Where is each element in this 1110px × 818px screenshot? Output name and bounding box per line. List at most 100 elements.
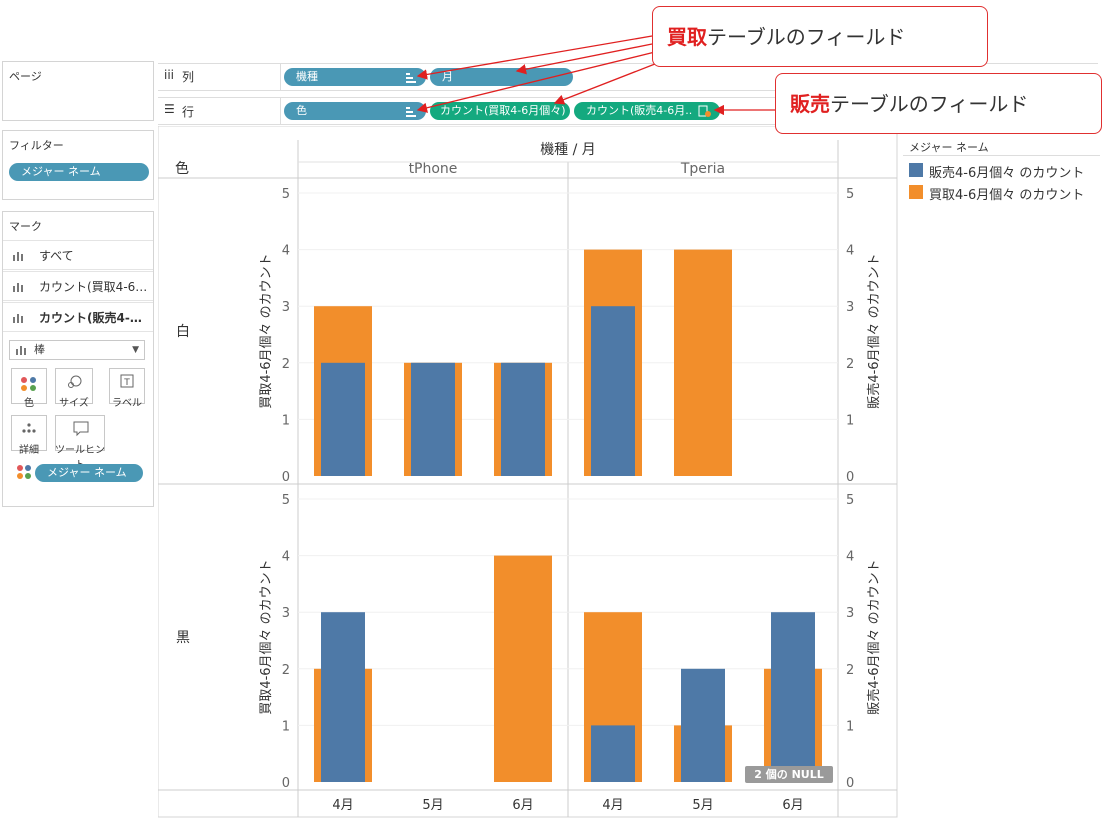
legend-swatch [909, 185, 923, 199]
bar-sell [771, 612, 815, 782]
y-axis-title-left: 買取4-6月個々 のカウント [259, 559, 274, 714]
label-button[interactable]: T [109, 368, 145, 404]
bar-sell [681, 668, 725, 782]
filters-panel[interactable]: フィルター メジャー ネーム [2, 130, 154, 200]
x-tick-label: 6月 [512, 798, 533, 813]
filters-title: フィルター [9, 139, 64, 152]
y-tick-right: 0 [846, 776, 854, 791]
y-tick-right: 2 [846, 357, 854, 372]
sort-icon [406, 107, 416, 117]
row-dimension-title: 色 [175, 160, 189, 177]
marks-card-label: カウント(買取4-6… [39, 280, 148, 294]
y-tick-right: 2 [846, 663, 854, 678]
detail-button-label: 詳細 [19, 445, 39, 456]
tooltip-button[interactable] [55, 415, 105, 451]
y-tick-left: 1 [282, 719, 290, 734]
color-pill-measure-names[interactable]: メジャー ネーム [35, 464, 143, 482]
bar-chart-icon [13, 314, 23, 323]
text-label-icon: T [120, 374, 134, 388]
callout-buy-rest: テーブルのフィールド [707, 25, 906, 49]
columns-shelf-label: 列 [182, 70, 195, 84]
column-group-header: tPhone [409, 161, 458, 177]
filter-pill-measure-names[interactable]: メジャー ネーム [9, 163, 149, 181]
marks-title: マーク [9, 220, 42, 233]
marks-card-0[interactable]: すべて [3, 240, 153, 270]
y-tick-right: 3 [846, 606, 854, 621]
column-group-header: Tperia [680, 161, 725, 177]
row-pill-color[interactable]: 色 [284, 102, 426, 120]
legend-item-label: 買取4-6月個々 のカウント [929, 188, 1085, 203]
bar-chart-icon [13, 252, 23, 261]
callout-sell-rest: テーブルのフィールド [830, 92, 1029, 116]
y-tick-right: 3 [846, 300, 854, 315]
x-tick-label: 5月 [422, 798, 443, 813]
color-dots-icon [17, 465, 31, 479]
legend-item[interactable]: 買取4-6月個々 のカウント [907, 183, 1099, 203]
y-tick-left: 3 [282, 300, 290, 315]
label-button-label: ラベル [112, 398, 142, 409]
legend-item[interactable]: 販売4-6月個々 のカウント [907, 161, 1099, 181]
tooltip-icon [73, 421, 89, 437]
x-tick-label: 5月 [692, 798, 713, 813]
bar-sell [411, 362, 455, 476]
x-tick-label: 6月 [782, 798, 803, 813]
header-title: 機種 / 月 [540, 142, 596, 158]
chart-canvas[interactable]: 機種 / 月色 tPhone Tperia 白 0 0 1 1 2 2 3 3 4 4 5 5 買取4-6月個々… [158, 126, 898, 818]
svg-text:T: T [123, 378, 130, 388]
mark-type-label: 棒 [34, 343, 45, 356]
bar-chart-icon [16, 346, 26, 355]
y-tick-right: 5 [846, 187, 854, 202]
columns-icon: iii [164, 68, 175, 82]
color-button[interactable] [11, 368, 47, 404]
x-tick-label: 4月 [602, 798, 623, 813]
y-tick-right: 1 [846, 413, 854, 428]
legend-panel: メジャー ネーム 販売4-6月個々 のカウント 買取4-6月個々 のカウント [903, 133, 1100, 205]
y-tick-left: 4 [282, 550, 290, 565]
rows-shelf-label: 行 [182, 105, 195, 119]
size-button[interactable] [55, 368, 93, 404]
y-tick-left: 4 [282, 244, 290, 259]
color-button-label: 色 [24, 398, 34, 409]
detail-button[interactable] [11, 415, 47, 451]
y-tick-left: 2 [282, 663, 290, 678]
legend-swatch [909, 163, 923, 177]
size-icon [68, 375, 82, 388]
y-tick-left: 2 [282, 357, 290, 372]
column-pill-model[interactable]: 機種 [284, 68, 426, 86]
legend-item-label: 販売4-6月個々 のカウント [929, 166, 1085, 181]
row-pill-count-buy[interactable]: カウント(買取4-6月個々) [430, 102, 570, 120]
rows-icon: ☰ [164, 102, 175, 116]
pages-panel[interactable]: ページ [2, 61, 154, 121]
row-header: 白 [176, 324, 190, 340]
detail-dots-icon [22, 423, 36, 433]
y-tick-left: 0 [282, 776, 290, 791]
y-axis-title-right: 販売4-6月個々 のカウント [866, 253, 882, 408]
marks-card-label: カウント(販売4-… [39, 311, 142, 325]
mark-type-dropdown[interactable]: 棒 ▼ [9, 340, 145, 360]
x-tick-label: 4月 [332, 798, 353, 813]
bar-sell [321, 612, 365, 782]
marks-card-1[interactable]: カウント(買取4-6… [3, 271, 153, 301]
callout-sell-fields: 販売テーブルのフィールド [775, 73, 1102, 134]
callout-buy-bold: 買取 [667, 25, 707, 49]
size-button-label: サイズ [59, 398, 89, 409]
bar-buy [494, 555, 552, 782]
bar-chart-icon [13, 283, 23, 292]
bar-sell [591, 725, 635, 782]
y-tick-left: 5 [282, 493, 290, 508]
marks-card-label: すべて [39, 249, 74, 263]
y-tick-left: 3 [282, 606, 290, 621]
bar-sell [501, 362, 545, 476]
y-tick-right: 5 [846, 493, 854, 508]
bar-sell [591, 306, 635, 476]
bar-buy [674, 249, 732, 476]
pages-title: ページ [9, 70, 42, 83]
null-badge[interactable]: 2 個の NULL [745, 766, 833, 783]
dual-axis-icon [698, 105, 711, 117]
callout-buy-fields: 買取テーブルのフィールド [652, 6, 988, 67]
column-pill-month[interactable]: 月 [430, 68, 573, 86]
y-axis-title-left: 買取4-6月個々 のカウント [259, 253, 274, 408]
row-header: 黒 [176, 630, 190, 646]
marks-card-2[interactable]: カウント(販売4-… [3, 302, 153, 332]
bar-sell [321, 362, 365, 476]
